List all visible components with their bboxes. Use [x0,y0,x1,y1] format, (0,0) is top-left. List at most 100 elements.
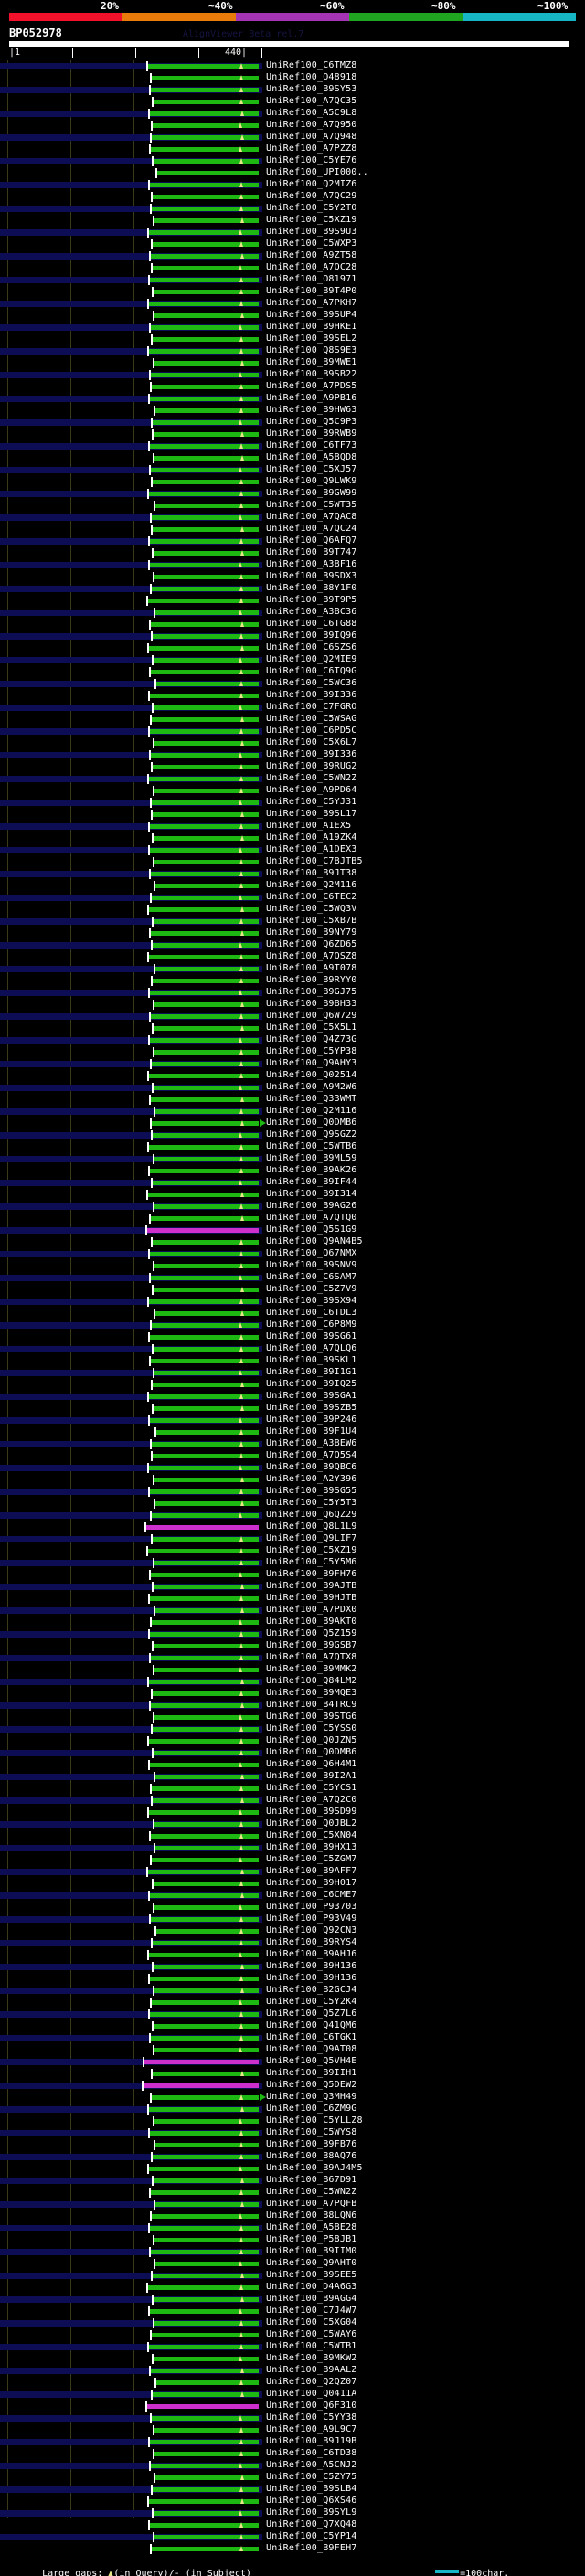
alignment-row[interactable]: UniRef100_B9SNV9 [0,1260,585,1272]
hit-label[interactable]: UniRef100_C6TGK1 [266,2032,357,2042]
hit-label[interactable]: UniRef100_C5XG04 [266,2317,357,2327]
alignment-row[interactable]: UniRef100_A7QC24 [0,524,585,535]
hit-label[interactable]: UniRef100_Q2M116 [266,1106,357,1116]
alignment-row[interactable]: UniRef100_B9NY79 [0,928,585,939]
hit-label[interactable]: UniRef100_Q5VH4E [266,2056,357,2066]
hit-label[interactable]: UniRef100_C5WSAG [266,714,357,724]
hit-label[interactable]: UniRef100_B9STG6 [266,1712,357,1722]
hit-label[interactable]: UniRef100_Q5DEW2 [266,2080,357,2090]
alignment-row[interactable]: UniRef100_B9AK26 [0,1165,585,1177]
hit-label[interactable]: UniRef100_C6P8M9 [266,1320,357,1330]
hit-label[interactable]: UniRef100_Q8L1L9 [266,1521,357,1532]
alignment-row[interactable]: UniRef100_A7Q2C0 [0,1795,585,1807]
hit-label[interactable]: UniRef100_A7PDX0 [266,1605,357,1615]
hit-label[interactable]: UniRef100_B9SEL2 [266,334,357,344]
hit-label[interactable]: UniRef100_C6PD5C [266,726,357,736]
hit-label[interactable]: UniRef100_B9SDX3 [266,571,357,581]
hit-label[interactable]: UniRef100_Q33WMT [266,1094,357,1104]
hit-label[interactable]: UniRef100_B9RYY0 [266,975,357,985]
hit-label[interactable]: UniRef100_A7QTX8 [266,1652,357,1662]
alignment-row[interactable]: UniRef100_Q2M116 [0,1106,585,1118]
alignment-row[interactable]: UniRef100_A7Q5S4 [0,1450,585,1462]
hit-bar[interactable] [151,515,259,520]
alignment-row[interactable]: UniRef100_A19ZK4 [0,832,585,844]
alignment-row[interactable]: UniRef100_A1DEX3 [0,844,585,856]
alignment-row[interactable]: UniRef100_C7BJTB5 [0,856,585,868]
hit-label[interactable]: UniRef100_C7FGRO [266,702,357,712]
hit-bar[interactable] [151,800,259,805]
hit-label[interactable]: UniRef100_B9SB22 [266,369,357,379]
hit-bar[interactable] [150,2036,259,2041]
hit-label[interactable]: UniRef100_C5XJ57 [266,464,357,474]
alignment-row[interactable]: UniRef100_B9AGG4 [0,2294,585,2306]
alignment-row[interactable]: UniRef100_C6CME7 [0,1890,585,1902]
hit-label[interactable]: UniRef100_C7BJTB5 [266,856,363,866]
hit-bar[interactable] [152,1727,259,1732]
hit-label[interactable]: UniRef100_B9AJTB [266,1581,357,1591]
hit-label[interactable]: UniRef100_C5WAY6 [266,2329,357,2339]
hit-bar[interactable] [150,278,259,282]
hit-label[interactable]: UniRef100_B9SUP4 [266,310,357,320]
hit-label[interactable]: UniRef100_B9SLB4 [266,2484,357,2494]
alignment-row[interactable]: UniRef100_B9SX94 [0,1296,585,1308]
hit-bar[interactable] [154,2428,259,2433]
alignment-row[interactable]: UniRef100_B9IF44 [0,1177,585,1189]
alignment-row[interactable]: UniRef100_Q8S9E3 [0,345,585,357]
alignment-row[interactable]: UniRef100_A7Q948 [0,132,585,143]
alignment-row[interactable]: UniRef100_B8LQN6 [0,2210,585,2222]
hit-bar[interactable] [150,2131,259,2136]
hit-label[interactable]: UniRef100_B9BH33 [266,999,357,1009]
alignment-row[interactable]: UniRef100_B9HKE1 [0,322,585,334]
hit-bar[interactable] [152,2155,259,2159]
hit-label[interactable]: UniRef100_B9SNV9 [266,1260,357,1270]
hit-label[interactable]: UniRef100_A7PKH7 [266,298,357,308]
hit-label[interactable]: UniRef100_C5WXP3 [266,239,357,249]
hit-label[interactable]: UniRef100_Q67NMX [266,1248,357,1258]
hit-bar[interactable] [153,2392,259,2397]
alignment-row[interactable]: UniRef100_C6TQ9G [0,666,585,678]
hit-label[interactable]: UniRef100_B9HW63 [266,405,357,415]
hit-bar[interactable] [153,2511,259,2516]
alignment-row[interactable]: UniRef100_Q8L1L9 [0,1521,585,1533]
hit-bar[interactable] [148,1299,259,1304]
hit-label[interactable]: UniRef100_Q6W729 [266,1011,357,1021]
alignment-row[interactable]: UniRef100_B9SY53 [0,84,585,96]
hit-bar[interactable] [155,2262,259,2266]
hit-label[interactable]: UniRef100_C5YCS1 [266,1783,357,1793]
hit-label[interactable]: UniRef100_C5WN2Z [266,773,357,783]
alignment-row[interactable]: UniRef100_B9SB22 [0,369,585,381]
alignment-row[interactable]: UniRef100_C6ZM9G [0,2104,585,2115]
hit-label[interactable]: UniRef100_C5XZ19 [266,1545,357,1555]
hit-bar[interactable] [153,1585,259,1589]
hit-label[interactable]: UniRef100_B9SL17 [266,809,357,819]
hit-bar[interactable] [152,979,259,983]
alignment-row[interactable]: UniRef100_C5XZ19 [0,1545,585,1557]
alignment-row[interactable]: UniRef100_C5WQ3V [0,904,585,916]
alignment-row[interactable]: UniRef100_C5XB7B [0,916,585,928]
alignment-row[interactable]: UniRef100_B9AHJ6 [0,1949,585,1961]
hit-label[interactable]: UniRef100_A9PD64 [266,785,357,795]
hit-bar[interactable] [151,1786,259,1791]
alignment-row[interactable]: UniRef100_B9IQ25 [0,1379,585,1391]
alignment-row[interactable]: UniRef100_Q6W729 [0,1011,585,1023]
hit-bar[interactable] [154,575,259,579]
alignment-row[interactable]: UniRef100_Q02514 [0,1070,585,1082]
alignment-row[interactable]: UniRef100_A7Q950 [0,120,585,132]
hit-label[interactable]: UniRef100_C5WT35 [266,500,357,510]
hit-label[interactable]: UniRef100_Q9AT08 [266,2044,357,2054]
alignment-row[interactable]: UniRef100_B9RUG2 [0,761,585,773]
hit-label[interactable]: UniRef100_Q5C9P3 [266,417,357,427]
hit-bar[interactable] [150,872,259,876]
hit-bar[interactable] [151,1442,259,1447]
alignment-row[interactable]: UniRef100_C6TG88 [0,619,585,631]
hit-bar[interactable] [155,408,259,413]
alignment-row[interactable]: UniRef100_B9SD99 [0,1807,585,1818]
hit-bar[interactable] [155,2202,259,2207]
hit-label[interactable]: UniRef100_B9NY79 [266,928,357,938]
hit-label[interactable]: UniRef100_C5Z7V9 [266,1284,357,1294]
alignment-row[interactable]: UniRef100_A7QLQ6 [0,1343,585,1355]
alignment-row[interactable]: UniRef100_C6TEC2 [0,892,585,904]
hit-bar[interactable] [145,1525,259,1530]
hit-label[interactable]: UniRef100_B9QBC6 [266,1462,357,1472]
alignment-row[interactable]: UniRef100_A3BF16 [0,559,585,571]
